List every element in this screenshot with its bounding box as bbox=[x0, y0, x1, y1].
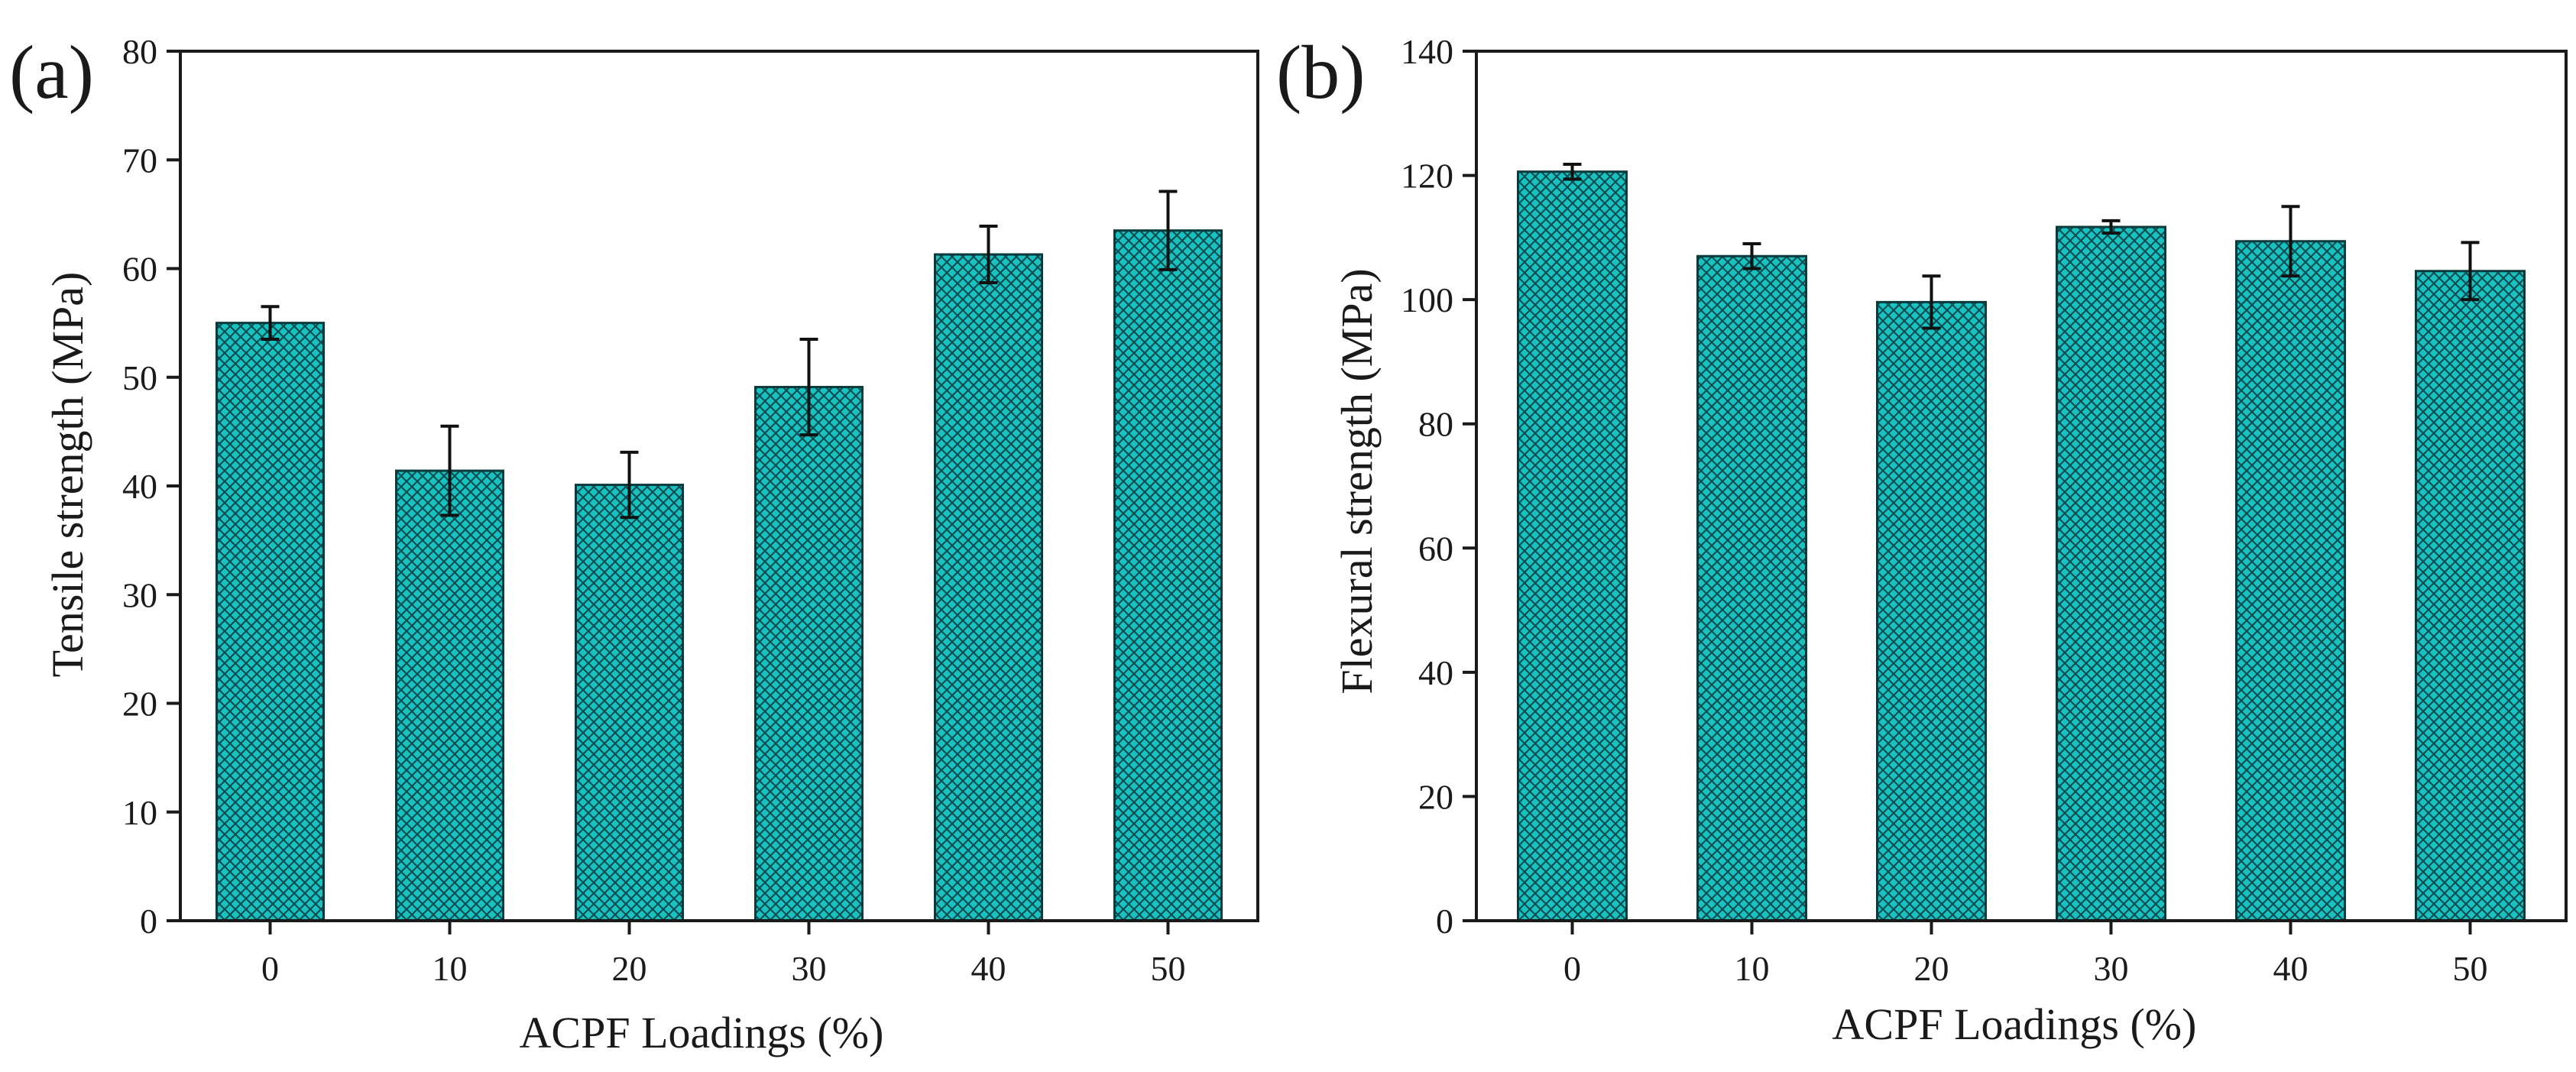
y-tick-label-b: 120 bbox=[1401, 157, 1453, 196]
y-tick-label-a: 20 bbox=[122, 685, 157, 724]
x-axis-title-a: ACPF Loadings (%) bbox=[520, 1008, 884, 1057]
x-tick-label-b: 30 bbox=[2094, 949, 2129, 988]
x-axis-title-b: ACPF Loadings (%) bbox=[1832, 999, 2197, 1049]
x-tick-label-b: 0 bbox=[1563, 949, 1581, 988]
y-tick-label-a: 50 bbox=[122, 358, 157, 397]
y-tick-label-b: 0 bbox=[1436, 902, 1453, 941]
y-tick-label-b: 80 bbox=[1418, 405, 1453, 444]
bar-a bbox=[754, 386, 864, 922]
chart-panel-a: (a) Tensile strength (MPa) ACPF Loadings… bbox=[9, 30, 1259, 1057]
chart-panel-b: (b) Flexural strength (MPa) ACPF Loading… bbox=[1276, 30, 2568, 1049]
x-tick-label-a: 10 bbox=[433, 949, 468, 988]
plot-frame-a bbox=[179, 50, 1259, 922]
y-tick-label-b: 140 bbox=[1401, 32, 1453, 71]
y-tick-label-a: 70 bbox=[122, 141, 157, 180]
plot-area-a: 0 10 20 30 40 50 60 70 80 0 10 20 30 40 50 bbox=[122, 32, 1223, 988]
bar-a bbox=[575, 484, 684, 922]
panel-label-a: (a) bbox=[9, 30, 94, 115]
x-tick-label-a: 30 bbox=[792, 949, 827, 988]
y-tick-label-b: 20 bbox=[1418, 777, 1453, 816]
bar-a bbox=[934, 253, 1043, 922]
y-axis-title-b: Flexural strength (MPa) bbox=[1332, 268, 1382, 694]
bar-b bbox=[1696, 254, 1807, 922]
y-tick-label-a: 40 bbox=[122, 467, 157, 506]
plot-frame-b bbox=[1475, 50, 2568, 922]
x-tick-label-b: 20 bbox=[1914, 949, 1949, 988]
plot-area-b: 0 20 40 60 80 100 120 140 0 10 20 30 40 50 bbox=[1401, 32, 2526, 988]
x-tick-label-b: 50 bbox=[2453, 949, 2488, 988]
y-tick-label-b: 100 bbox=[1401, 280, 1453, 319]
bar-b bbox=[2056, 225, 2166, 922]
x-tick-label-a: 50 bbox=[1151, 949, 1186, 988]
y-tick-label-b: 40 bbox=[1418, 653, 1453, 692]
x-tick-label-b: 40 bbox=[2273, 949, 2309, 988]
y-axis-title-a: Tensile strength (MPa) bbox=[43, 272, 92, 678]
y-tick-label-a: 80 bbox=[122, 32, 157, 71]
bar-b bbox=[1876, 300, 1987, 922]
bar-a bbox=[215, 322, 325, 922]
bar-b bbox=[2415, 270, 2526, 922]
panel-label-b: (b) bbox=[1276, 30, 1366, 115]
y-tick-label-b: 60 bbox=[1418, 529, 1453, 568]
y-tick-label-a: 0 bbox=[140, 902, 157, 941]
y-tick-label-a: 60 bbox=[122, 250, 157, 289]
y-tick-label-a: 10 bbox=[122, 793, 157, 832]
bar-b bbox=[1517, 170, 1628, 922]
x-tick-label-a: 20 bbox=[612, 949, 647, 988]
x-tick-label-a: 0 bbox=[261, 949, 279, 988]
bar-b bbox=[2235, 240, 2346, 922]
bar-a bbox=[1113, 229, 1223, 922]
y-tick-label-a: 30 bbox=[122, 575, 157, 614]
bar-a bbox=[395, 469, 504, 922]
x-tick-label-b: 10 bbox=[1735, 949, 1770, 988]
x-tick-label-a: 40 bbox=[971, 949, 1006, 988]
